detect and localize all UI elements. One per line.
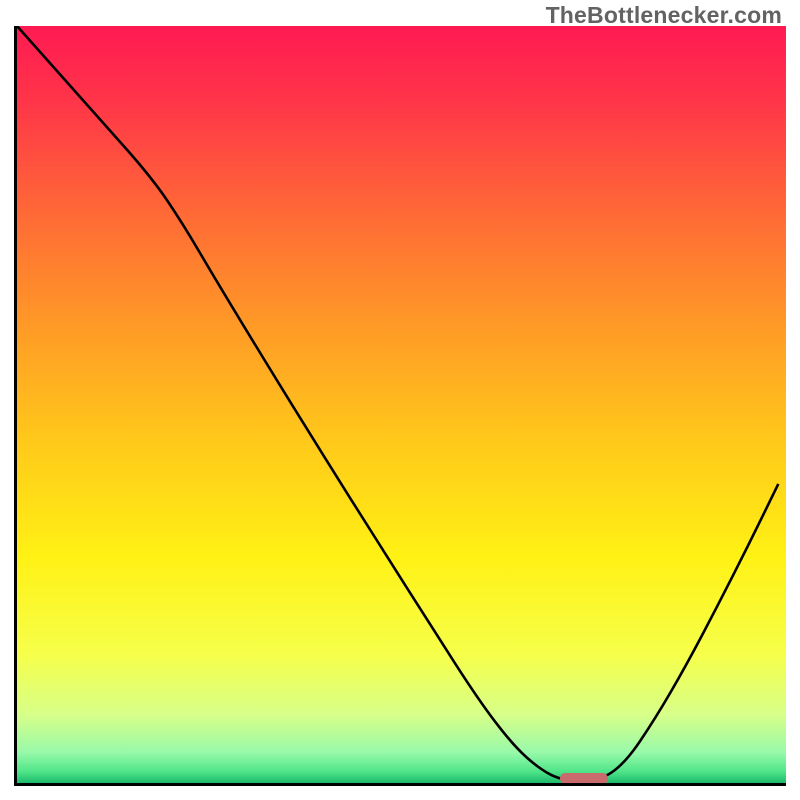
watermark-text: TheBottlenecker.com <box>546 2 782 29</box>
bottleneck-chart <box>14 26 786 786</box>
optimal-point-marker <box>560 773 608 784</box>
bottleneck-curve <box>17 26 786 783</box>
